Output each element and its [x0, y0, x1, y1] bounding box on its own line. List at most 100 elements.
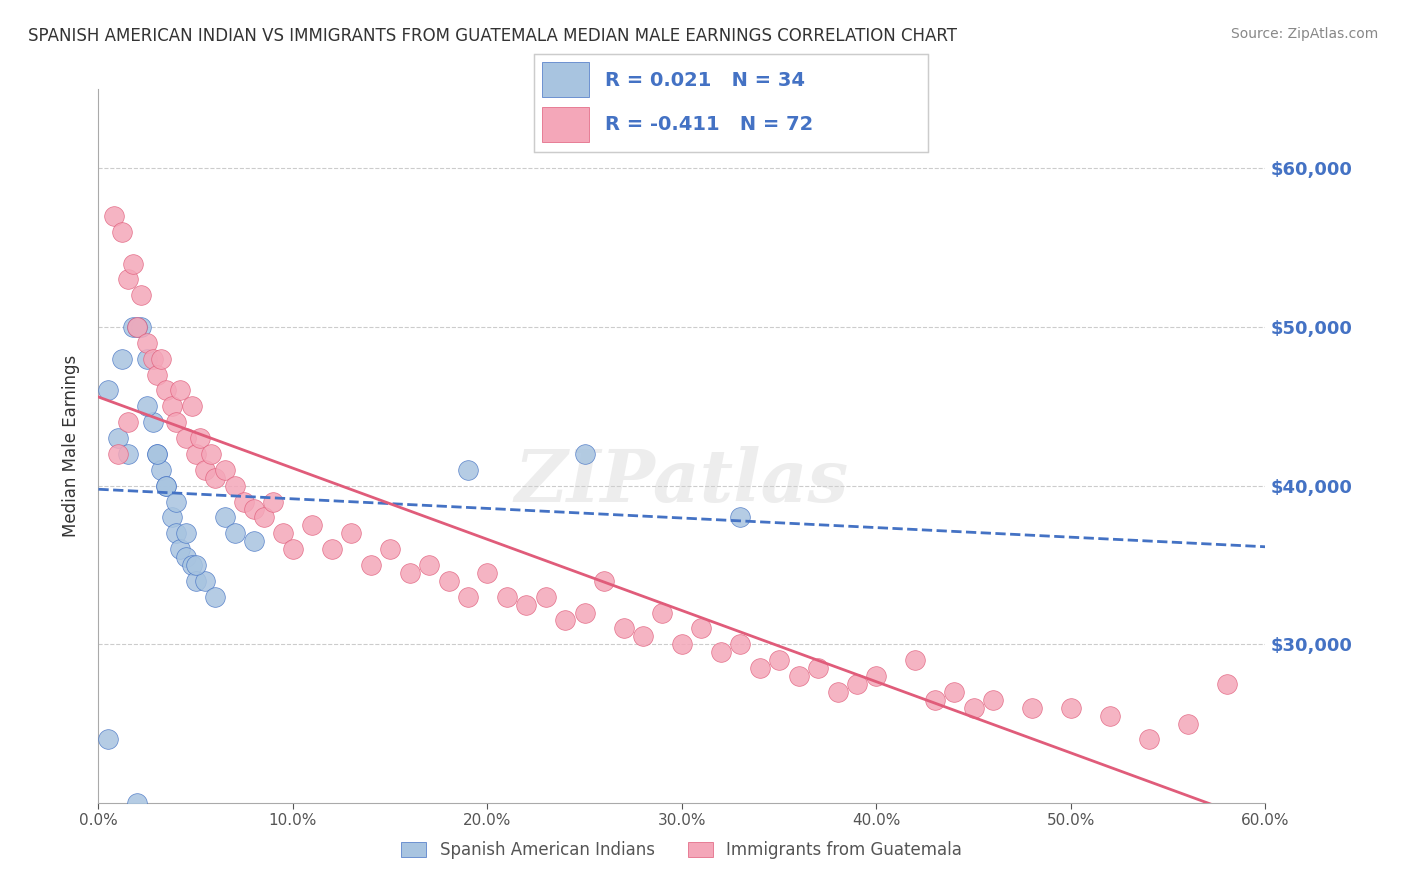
Point	[233, 494, 256, 508]
Point	[165, 415, 187, 429]
Point	[457, 590, 479, 604]
Point	[787, 669, 810, 683]
Point	[117, 447, 139, 461]
Point	[136, 335, 159, 350]
Point	[457, 463, 479, 477]
Point	[380, 542, 402, 557]
Point	[127, 320, 149, 334]
FancyBboxPatch shape	[543, 62, 589, 96]
Point	[142, 351, 165, 366]
Point	[169, 384, 191, 398]
Text: Source: ZipAtlas.com: Source: ZipAtlas.com	[1230, 27, 1378, 41]
Point	[496, 590, 519, 604]
Point	[554, 614, 576, 628]
Point	[149, 351, 172, 366]
Point	[768, 653, 790, 667]
Point	[962, 700, 984, 714]
Point	[593, 574, 616, 588]
Text: SPANISH AMERICAN INDIAN VS IMMIGRANTS FROM GUATEMALA MEDIAN MALE EARNINGS CORREL: SPANISH AMERICAN INDIAN VS IMMIGRANTS FR…	[28, 27, 957, 45]
Point	[515, 598, 537, 612]
Point	[1021, 700, 1043, 714]
Point	[437, 574, 460, 588]
Point	[184, 558, 207, 572]
Point	[360, 558, 382, 572]
Point	[748, 661, 770, 675]
Point	[204, 471, 226, 485]
Point	[117, 272, 139, 286]
Point	[1215, 677, 1237, 691]
Point	[281, 542, 304, 557]
Point	[301, 518, 323, 533]
Point	[631, 629, 654, 643]
Point	[107, 447, 129, 461]
Point	[169, 542, 191, 557]
Point	[149, 463, 172, 477]
Point	[127, 320, 149, 334]
Point	[146, 447, 169, 461]
Point	[155, 478, 177, 492]
Point	[200, 447, 222, 461]
Point	[271, 526, 294, 541]
Point	[204, 590, 226, 604]
Point	[262, 494, 284, 508]
Point	[136, 400, 159, 414]
Point	[253, 510, 276, 524]
Point	[174, 549, 197, 564]
Point	[184, 574, 207, 588]
Point	[97, 384, 120, 398]
Point	[730, 637, 752, 651]
Point	[111, 351, 134, 366]
Point	[1098, 708, 1121, 723]
Point	[174, 431, 197, 445]
Point	[188, 431, 211, 445]
Point	[117, 415, 139, 429]
Point	[122, 257, 145, 271]
Point	[111, 225, 134, 239]
Y-axis label: Median Male Earnings: Median Male Earnings	[62, 355, 80, 537]
Point	[162, 400, 184, 414]
Point	[184, 447, 207, 461]
Point	[224, 478, 246, 492]
Point	[534, 590, 557, 604]
Point	[1137, 732, 1160, 747]
Point	[846, 677, 869, 691]
Point	[981, 692, 1004, 706]
Point	[97, 732, 120, 747]
Point	[807, 661, 830, 675]
Point	[103, 209, 125, 223]
Point	[214, 510, 236, 524]
Text: R = -0.411   N = 72: R = -0.411 N = 72	[605, 115, 814, 134]
Point	[865, 669, 887, 683]
Point	[418, 558, 440, 572]
Point	[122, 320, 145, 334]
Point	[574, 447, 596, 461]
Point	[224, 526, 246, 541]
Point	[1060, 700, 1083, 714]
Point	[477, 566, 499, 580]
Point	[194, 574, 217, 588]
Point	[690, 621, 713, 635]
Legend: Spanish American Indians, Immigrants from Guatemala: Spanish American Indians, Immigrants fro…	[395, 835, 969, 866]
Point	[827, 685, 849, 699]
Point	[129, 320, 152, 334]
Point	[924, 692, 946, 706]
Point	[107, 431, 129, 445]
Point	[127, 796, 149, 810]
Point	[321, 542, 343, 557]
Point	[904, 653, 927, 667]
Point	[174, 526, 197, 541]
Point	[180, 400, 202, 414]
Point	[162, 510, 184, 524]
Point	[730, 510, 752, 524]
Text: R = 0.021   N = 34: R = 0.021 N = 34	[605, 70, 806, 89]
Point	[1177, 716, 1199, 731]
Point	[165, 494, 187, 508]
Point	[194, 463, 217, 477]
Point	[129, 288, 152, 302]
Point	[340, 526, 363, 541]
Point	[146, 447, 169, 461]
Point	[398, 566, 420, 580]
Text: ZIPatlas: ZIPatlas	[515, 446, 849, 517]
Point	[651, 606, 673, 620]
Point	[671, 637, 693, 651]
